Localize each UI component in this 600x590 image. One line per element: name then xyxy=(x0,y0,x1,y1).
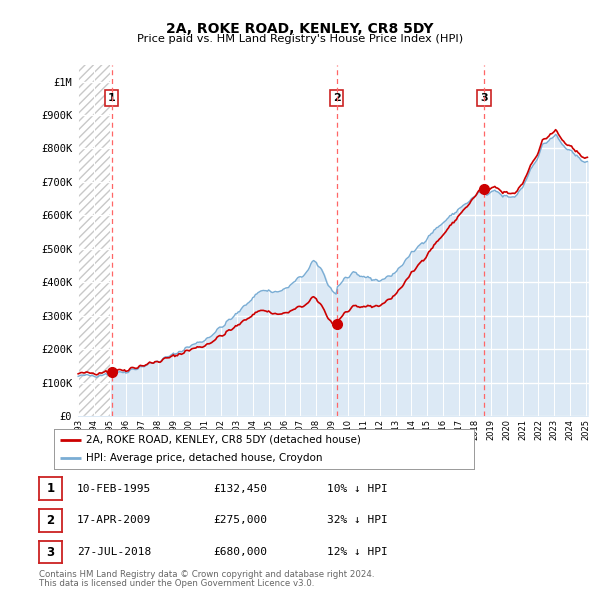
Text: 1: 1 xyxy=(46,482,55,495)
Text: 2A, ROKE ROAD, KENLEY, CR8 5DY (detached house): 2A, ROKE ROAD, KENLEY, CR8 5DY (detached… xyxy=(86,435,361,445)
Text: 1: 1 xyxy=(108,93,116,103)
Text: 12% ↓ HPI: 12% ↓ HPI xyxy=(327,548,388,557)
Text: 17-APR-2009: 17-APR-2009 xyxy=(77,516,151,525)
Text: 3: 3 xyxy=(480,93,488,103)
Text: 27-JUL-2018: 27-JUL-2018 xyxy=(77,548,151,557)
Text: 2: 2 xyxy=(46,514,55,527)
Text: £132,450: £132,450 xyxy=(213,484,267,493)
Text: £680,000: £680,000 xyxy=(213,548,267,557)
Text: £275,000: £275,000 xyxy=(213,516,267,525)
Text: HPI: Average price, detached house, Croydon: HPI: Average price, detached house, Croy… xyxy=(86,453,322,463)
Text: 3: 3 xyxy=(46,546,55,559)
Text: 2: 2 xyxy=(333,93,341,103)
Text: Contains HM Land Registry data © Crown copyright and database right 2024.: Contains HM Land Registry data © Crown c… xyxy=(39,570,374,579)
Text: This data is licensed under the Open Government Licence v3.0.: This data is licensed under the Open Gov… xyxy=(39,579,314,588)
Text: 2A, ROKE ROAD, KENLEY, CR8 5DY: 2A, ROKE ROAD, KENLEY, CR8 5DY xyxy=(166,22,434,36)
Text: Price paid vs. HM Land Registry's House Price Index (HPI): Price paid vs. HM Land Registry's House … xyxy=(137,34,463,44)
Text: 10% ↓ HPI: 10% ↓ HPI xyxy=(327,484,388,493)
Text: 10-FEB-1995: 10-FEB-1995 xyxy=(77,484,151,493)
Text: 32% ↓ HPI: 32% ↓ HPI xyxy=(327,516,388,525)
